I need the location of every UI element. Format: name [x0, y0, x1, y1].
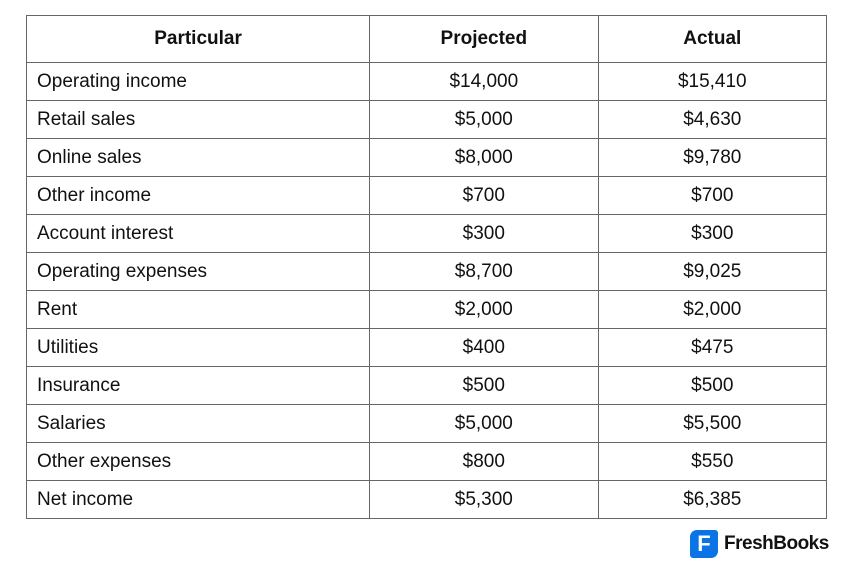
- table-row: Salaries $5,000 $5,500: [25, 404, 828, 443]
- table-row: Net income $5,300 $6,385: [25, 480, 828, 519]
- cell-projected: $400: [369, 328, 599, 367]
- freshbooks-logo: F FreshBooks: [690, 530, 829, 558]
- cell-particular: Other income: [25, 176, 371, 215]
- freshbooks-logo-text: FreshBooks: [724, 533, 829, 554]
- header-row: Particular Projected Actual: [25, 15, 828, 63]
- cell-actual: $6,385: [597, 480, 828, 519]
- cell-particular: Net income: [25, 480, 371, 519]
- header-particular: Particular: [25, 15, 371, 63]
- cell-actual: $9,780: [597, 138, 828, 177]
- cell-actual: $2,000: [597, 290, 828, 329]
- cell-projected: $2,000: [369, 290, 599, 329]
- table-row: Retail sales $5,000 $4,630: [25, 100, 828, 139]
- cell-actual: $5,500: [597, 404, 828, 443]
- table-row: Insurance $500 $500: [25, 366, 828, 405]
- cell-projected: $5,000: [369, 404, 599, 443]
- cell-projected: $8,000: [369, 138, 599, 177]
- table-row: Utilities $400 $475: [25, 328, 828, 367]
- table-row: Rent $2,000 $2,000: [25, 290, 828, 329]
- table-row: Operating income $14,000 $15,410: [25, 62, 828, 101]
- cell-particular: Rent: [25, 290, 371, 329]
- table-row: Account interest $300 $300: [25, 214, 828, 253]
- table-row: Other expenses $800 $550: [25, 442, 828, 481]
- freshbooks-logo-icon: F: [690, 530, 718, 558]
- cell-actual: $475: [597, 328, 828, 367]
- budget-table: Particular Projected Actual Operating in…: [25, 15, 828, 519]
- cell-projected: $500: [369, 366, 599, 405]
- cell-actual: $4,630: [597, 100, 828, 139]
- cell-actual: $500: [597, 366, 828, 405]
- cell-particular: Operating expenses: [25, 252, 371, 291]
- cell-actual: $300: [597, 214, 828, 253]
- cell-particular: Operating income: [25, 62, 371, 101]
- cell-projected: $5,300: [369, 480, 599, 519]
- header-actual: Actual: [597, 15, 828, 63]
- cell-actual: $550: [597, 442, 828, 481]
- cell-projected: $14,000: [369, 62, 599, 101]
- table-row: Other income $700 $700: [25, 176, 828, 215]
- cell-actual: $15,410: [597, 62, 828, 101]
- cell-projected: $8,700: [369, 252, 599, 291]
- cell-actual: $9,025: [597, 252, 828, 291]
- cell-particular: Other expenses: [25, 442, 371, 481]
- cell-particular: Salaries: [25, 404, 371, 443]
- cell-particular: Utilities: [25, 328, 371, 367]
- table-row: Online sales $8,000 $9,780: [25, 138, 828, 177]
- cell-particular: Account interest: [25, 214, 371, 253]
- table-row: Operating expenses $8,700 $9,025: [25, 252, 828, 291]
- cell-particular: Retail sales: [25, 100, 371, 139]
- cell-actual: $700: [597, 176, 828, 215]
- cell-particular: Insurance: [25, 366, 371, 405]
- cell-projected: $800: [369, 442, 599, 481]
- cell-particular: Online sales: [25, 138, 371, 177]
- cell-projected: $300: [369, 214, 599, 253]
- cell-projected: $5,000: [369, 100, 599, 139]
- header-projected: Projected: [369, 15, 599, 63]
- cell-projected: $700: [369, 176, 599, 215]
